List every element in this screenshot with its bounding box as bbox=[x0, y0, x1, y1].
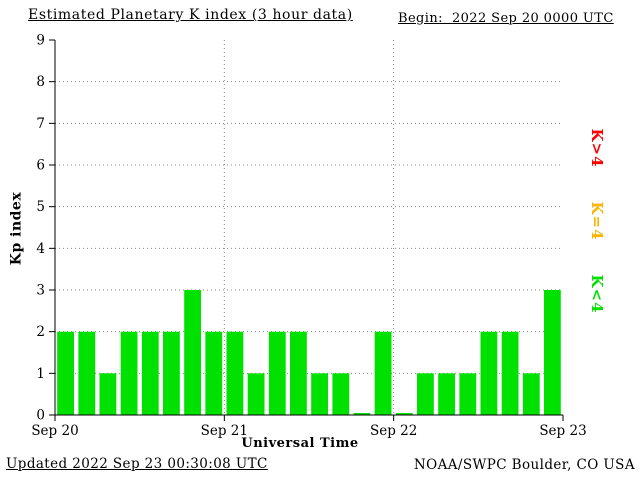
kp-bar bbox=[374, 331, 392, 415]
updated-timestamp: Updated 2022 Sep 23 00:30:08 UTC bbox=[6, 456, 268, 472]
kp-bar bbox=[522, 373, 540, 415]
kp-bar bbox=[57, 331, 74, 415]
x-tick-label: Sep 20 bbox=[31, 423, 78, 439]
kp-bar bbox=[226, 331, 244, 415]
kp-bar bbox=[290, 331, 307, 415]
kp-bar bbox=[141, 331, 159, 415]
kp-bar bbox=[480, 331, 498, 415]
kp-bar bbox=[268, 331, 286, 415]
legend-k-greater-than-4: K>4 bbox=[588, 128, 606, 168]
chart-title: Estimated Planetary K index (3 hour data… bbox=[28, 7, 353, 23]
kp-bar bbox=[438, 373, 455, 415]
kp-bar bbox=[501, 331, 519, 415]
kp-bar bbox=[247, 373, 265, 415]
y-axis-title: Kp index bbox=[8, 191, 25, 266]
y-tick-label: 0 bbox=[36, 408, 45, 424]
y-tick-label: 6 bbox=[36, 158, 45, 174]
kp-bar bbox=[417, 373, 434, 415]
x-tick-label: Sep 23 bbox=[539, 423, 586, 439]
kp-bar bbox=[163, 331, 180, 415]
kp-bar bbox=[311, 373, 328, 415]
kp-bar bbox=[332, 373, 350, 415]
kp-bar bbox=[353, 413, 371, 415]
kp-bar bbox=[78, 331, 96, 415]
kp-bar bbox=[99, 373, 117, 415]
y-tick-label: 7 bbox=[36, 116, 45, 132]
x-tick-label: Sep 22 bbox=[370, 423, 417, 439]
kp-bar bbox=[184, 290, 201, 415]
legend-k-less-than-4: K<4 bbox=[588, 274, 606, 314]
y-tick-label: 9 bbox=[36, 33, 45, 49]
kp-bar bbox=[120, 331, 138, 415]
kp-bar bbox=[395, 413, 413, 415]
y-tick-label: 2 bbox=[36, 324, 45, 340]
y-tick-label: 3 bbox=[36, 283, 45, 299]
y-tick-label: 8 bbox=[36, 74, 45, 90]
x-axis-title: Universal Time bbox=[241, 436, 359, 451]
credit-text: NOAA/SWPC Boulder, CO USA bbox=[413, 457, 635, 473]
y-tick-label: 5 bbox=[36, 199, 45, 215]
y-tick-label: 1 bbox=[36, 366, 45, 382]
begin-timestamp: Begin: 2022 Sep 20 0000 UTC bbox=[398, 11, 614, 26]
legend-k-equals-4: K=4 bbox=[588, 201, 606, 241]
y-tick-label: 4 bbox=[36, 241, 45, 257]
kp-bar bbox=[544, 290, 561, 415]
x-tick-label: Sep 21 bbox=[201, 423, 248, 439]
kp-bar bbox=[459, 373, 477, 415]
kp-bar bbox=[205, 331, 223, 415]
